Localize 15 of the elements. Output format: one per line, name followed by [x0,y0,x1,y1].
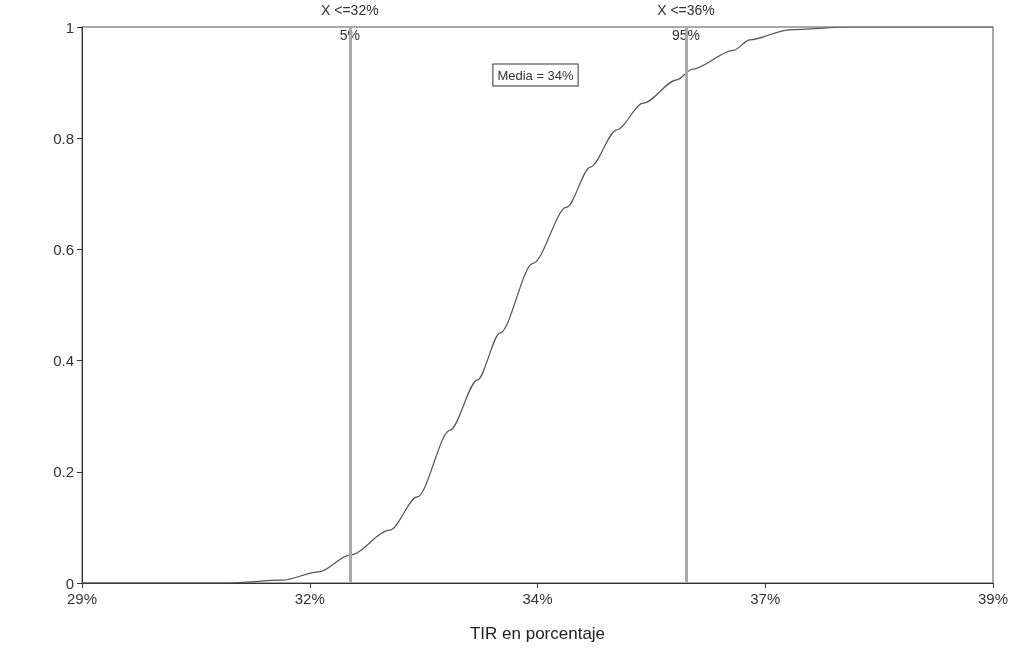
annotation: Media = 34% [497,67,575,83]
ref-line-label: X <=36% [657,2,715,18]
y-tick-label: 0.4 [53,352,74,370]
y-tick-label: 0.2 [53,463,74,481]
x-tick-label: 39% [977,590,1009,607]
ref-line-label: X <=32% [321,2,379,18]
x-tick-label: 32% [294,590,325,607]
y-tick-label: 0 [65,574,74,592]
y-tick-label: 0.6 [53,240,74,258]
x-tick-label: 29% [66,590,98,607]
y-tick-label: 1 [65,18,74,36]
x-axis-title: TIR en porcentaje [469,624,606,643]
y-tick-label: 0.8 [53,129,74,147]
x-tick-label: 34% [522,590,553,607]
x-tick-label: 37% [750,590,781,607]
